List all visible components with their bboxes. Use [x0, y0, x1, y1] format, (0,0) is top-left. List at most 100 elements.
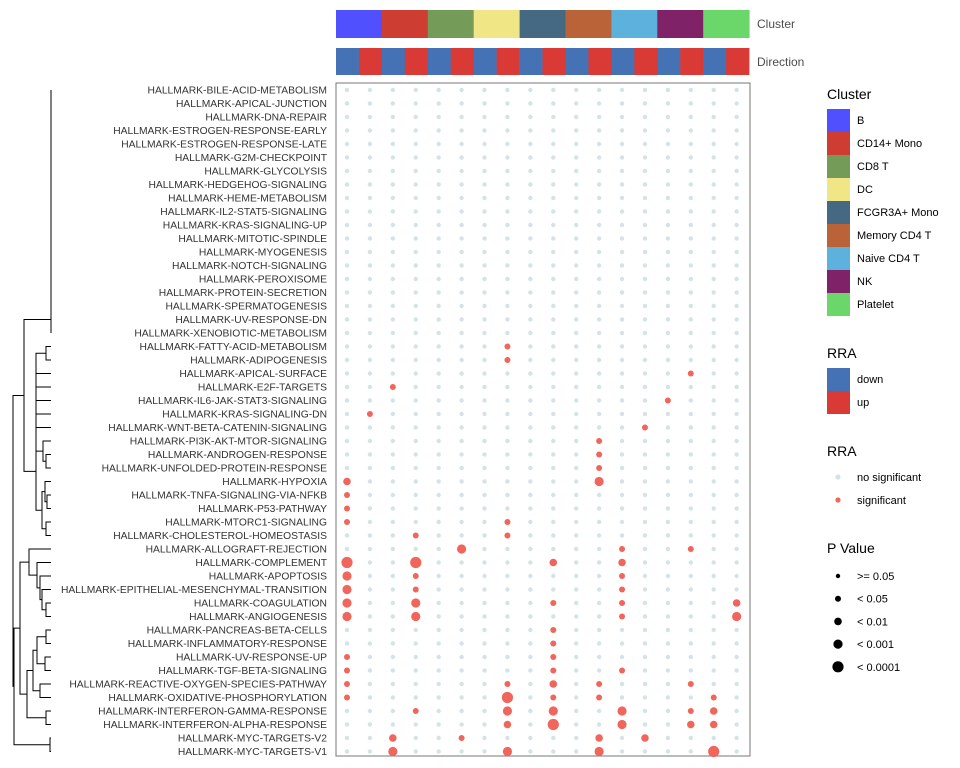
- significant-dot: [550, 627, 557, 633]
- nonsignificant-dot: [436, 317, 441, 322]
- nonsignificant-dot: [665, 627, 671, 633]
- nonsignificant-dot: [390, 641, 396, 646]
- nonsignificant-dot: [505, 236, 510, 241]
- nonsignificant-dot: [436, 735, 441, 741]
- nonsignificant-dot: [665, 371, 671, 376]
- nonsignificant-dot: [390, 492, 396, 498]
- legend-cluster-swatch: [827, 293, 850, 316]
- nonsignificant-dot: [642, 398, 648, 403]
- nonsignificant-dot: [665, 614, 671, 619]
- nonsignificant-dot: [390, 182, 396, 187]
- nonsignificant-dot: [619, 344, 625, 349]
- nonsignificant-dot: [505, 668, 510, 673]
- nonsignificant-dot: [574, 452, 579, 457]
- row-label: HALLMARK-APOPTOSIS: [209, 572, 327, 583]
- nonsignificant-dot: [436, 114, 441, 120]
- nonsignificant-dot: [711, 276, 716, 282]
- nonsignificant-dot: [596, 587, 602, 592]
- nonsignificant-dot: [734, 438, 739, 444]
- nonsignificant-dot: [642, 141, 648, 147]
- nonsignificant-dot: [436, 195, 441, 201]
- nonsignificant-dot: [688, 303, 693, 309]
- nonsignificant-dot: [459, 249, 464, 255]
- row-label: HALLMARK-INTERFERON-GAMMA-RESPONSE: [98, 707, 327, 718]
- legend-cluster-swatch: [827, 247, 850, 270]
- row-label: HALLMARK-PANCREAS-BETA-CELLS: [147, 626, 328, 637]
- nonsignificant-dot: [367, 290, 373, 295]
- column-annotations: [336, 10, 750, 75]
- nonsignificant-dot: [459, 222, 464, 228]
- nonsignificant-dot: [734, 398, 739, 403]
- nonsignificant-dot: [390, 681, 396, 687]
- nonsignificant-dot: [734, 222, 739, 228]
- nonsignificant-dot: [482, 87, 487, 93]
- nonsignificant-dot: [665, 330, 671, 336]
- nonsignificant-dot: [596, 411, 602, 417]
- nonsignificant-dot: [528, 668, 533, 673]
- row-label: HALLMARK-INFLAMMATORY-RESPONSE: [128, 639, 327, 650]
- nonsignificant-dot: [505, 479, 510, 484]
- cluster-annotation-cell: [473, 10, 521, 38]
- nonsignificant-dot: [688, 168, 693, 174]
- nonsignificant-dot: [459, 236, 464, 241]
- nonsignificant-dot: [482, 708, 487, 714]
- nonsignificant-dot: [734, 263, 739, 268]
- row-label: HALLMARK-KRAS-SIGNALING-DN: [162, 410, 327, 421]
- row-label: HALLMARK-UV-RESPONSE-UP: [176, 653, 327, 664]
- nonsignificant-dot: [528, 452, 533, 457]
- nonsignificant-dot: [574, 384, 579, 390]
- nonsignificant-dot: [596, 641, 602, 646]
- nonsignificant-dot: [551, 452, 556, 457]
- nonsignificant-dot: [665, 438, 671, 444]
- nonsignificant-dot: [711, 492, 716, 498]
- legend-pvalue-dot: [833, 639, 843, 649]
- significant-dot: [342, 571, 352, 581]
- nonsignificant-dot: [688, 317, 693, 322]
- nonsignificant-dot: [551, 330, 556, 336]
- nonsignificant-dot: [344, 722, 350, 727]
- nonsignificant-dot: [551, 546, 556, 552]
- legend-cluster-label: DC: [857, 184, 873, 196]
- nonsignificant-dot: [642, 371, 648, 376]
- nonsignificant-dot: [528, 114, 533, 120]
- nonsignificant-dot: [619, 249, 625, 255]
- nonsignificant-dot: [619, 222, 625, 228]
- nonsignificant-dot: [367, 182, 373, 187]
- nonsignificant-dot: [665, 668, 671, 673]
- nonsignificant-dot: [642, 384, 648, 390]
- nonsignificant-dot: [413, 141, 418, 147]
- nonsignificant-dot: [665, 303, 671, 309]
- nonsignificant-dot: [436, 681, 441, 687]
- nonsignificant-dot: [505, 425, 510, 430]
- significant-dot: [411, 598, 421, 608]
- nonsignificant-dot: [528, 290, 533, 295]
- significant-dot: [708, 745, 720, 758]
- nonsignificant-dot: [711, 641, 716, 646]
- nonsignificant-dot: [734, 452, 739, 457]
- nonsignificant-dot: [367, 330, 373, 336]
- nonsignificant-dot: [436, 357, 441, 363]
- nonsignificant-dot: [413, 681, 418, 687]
- nonsignificant-dot: [688, 614, 693, 619]
- legend-direction-swatch: [827, 368, 850, 391]
- nonsignificant-dot: [688, 236, 693, 241]
- nonsignificant-dot: [505, 614, 510, 619]
- nonsignificant-dot: [436, 627, 441, 633]
- nonsignificant-dot: [436, 708, 441, 714]
- nonsignificant-dot: [551, 438, 556, 444]
- nonsignificant-dot: [665, 236, 671, 241]
- nonsignificant-dot: [436, 560, 441, 565]
- nonsignificant-dot: [596, 614, 602, 619]
- nonsignificant-dot: [436, 128, 441, 133]
- dot-grid: [341, 87, 742, 758]
- nonsignificant-dot: [642, 303, 648, 309]
- nonsignificant-dot: [436, 249, 441, 255]
- legend-cluster-swatch: [827, 201, 850, 224]
- nonsignificant-dot: [413, 627, 418, 633]
- nonsignificant-dot: [688, 411, 693, 417]
- significant-dot: [366, 411, 373, 417]
- nonsignificant-dot: [367, 573, 373, 579]
- nonsignificant-dot: [505, 249, 510, 255]
- nonsignificant-dot: [642, 344, 648, 349]
- nonsignificant-dot: [367, 519, 373, 525]
